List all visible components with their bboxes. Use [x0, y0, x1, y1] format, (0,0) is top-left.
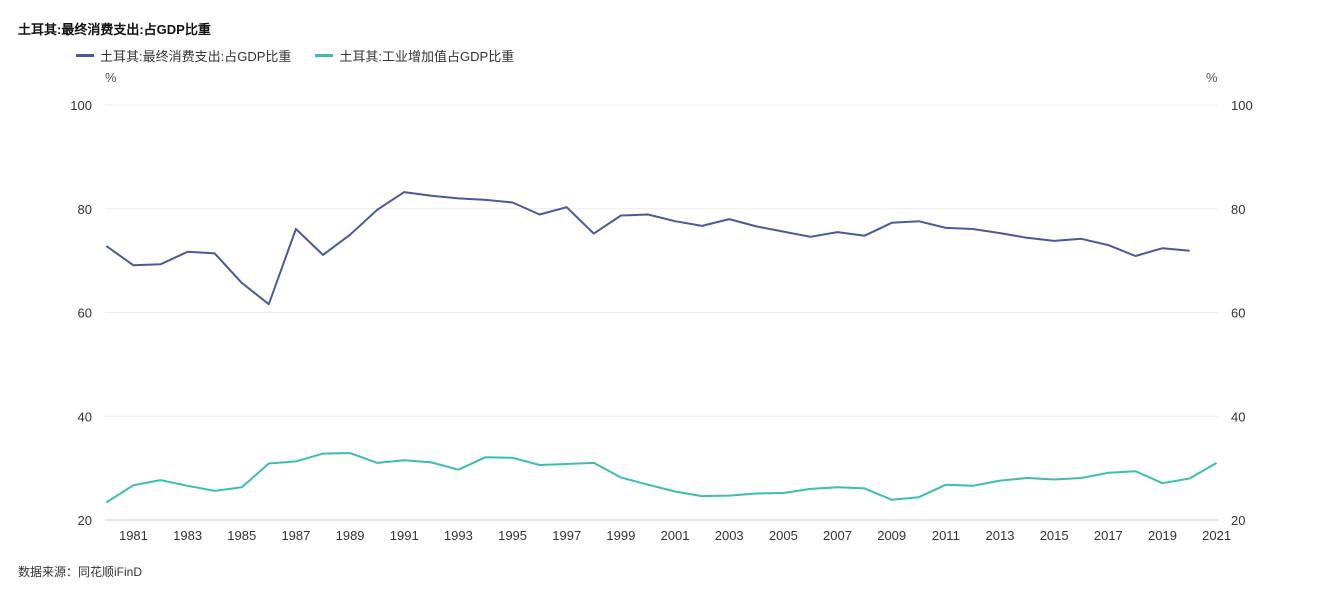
y-tick-label-right: 40 [1231, 409, 1245, 424]
legend-swatch-industry [315, 54, 334, 57]
series-lines [105, 191, 1218, 504]
x-tick-label: 2017 [1094, 528, 1123, 543]
y-axis-left-unit: % [105, 70, 117, 85]
x-tick-label: 1987 [281, 528, 310, 543]
x-tick-label: 1995 [498, 528, 527, 543]
y-tick-label-left: 40 [78, 409, 92, 424]
x-tick-label: 2001 [661, 528, 690, 543]
legend: 土耳其:最终消费支出:占GDP比重 土耳其:工业增加值占GDP比重 [76, 46, 514, 65]
legend-item-consumption[interactable]: 土耳其:最终消费支出:占GDP比重 [76, 46, 291, 65]
x-tick-label: 2015 [1040, 528, 1069, 543]
y-tick-label-right: 20 [1231, 513, 1245, 528]
x-tick-label: 1997 [552, 528, 581, 543]
x-tick-label: 1993 [444, 528, 473, 543]
y-tick-label-right: 80 [1231, 202, 1245, 217]
y-tick-label-left: 80 [78, 202, 92, 217]
y-axis-right-unit: % [1206, 70, 1218, 85]
x-tick-label: 2003 [715, 528, 744, 543]
legend-label-industry: 土耳其:工业增加值占GDP比重 [339, 49, 515, 64]
series-line-consumption [105, 191, 1190, 306]
y-axis-right-ticks: 20 40 60 80 100 [1231, 98, 1253, 528]
y-tick-label-left: 100 [70, 98, 92, 113]
x-tick-label: 2009 [877, 528, 906, 543]
x-tick-label: 1983 [173, 528, 202, 543]
x-tick-label: 1981 [119, 528, 148, 543]
x-axis-ticks: 1981 1983 1985 1987 1989 1991 1993 1995 1997 1999… [119, 528, 1231, 543]
legend-item-industry[interactable]: 土耳其:工业增加值占GDP比重 [315, 46, 514, 65]
legend-swatch-consumption [76, 54, 94, 57]
x-tick-label: 2005 [769, 528, 798, 543]
legend-label-consumption: 土耳其:最终消费支出:占GDP比重 [100, 49, 292, 64]
gridlines [105, 104, 1218, 521]
y-tick-label-left: 20 [78, 513, 92, 528]
x-tick-label: 2011 [932, 528, 960, 543]
y-axis-left-ticks: 20 40 60 80 100 [70, 98, 92, 528]
y-tick-label-right: 100 [1231, 98, 1253, 113]
x-tick-label: 1999 [606, 528, 635, 543]
chart-title: 土耳其:最终消费支出:占GDP比重 [18, 22, 211, 37]
x-tick-label: 2013 [986, 528, 1015, 543]
x-tick-label: 1989 [336, 528, 365, 543]
x-tick-label: 2019 [1148, 528, 1177, 543]
x-tick-label: 2021 [1202, 528, 1231, 543]
x-tick-label: 2007 [823, 528, 852, 543]
data-source: 数据来源：同花顺iFinD [18, 565, 143, 579]
x-tick-label: 1991 [390, 528, 419, 543]
x-tick-label: 1985 [227, 528, 256, 543]
y-tick-label-left: 60 [78, 306, 92, 321]
y-tick-label-right: 60 [1231, 306, 1245, 321]
series-line-industry [105, 452, 1218, 504]
